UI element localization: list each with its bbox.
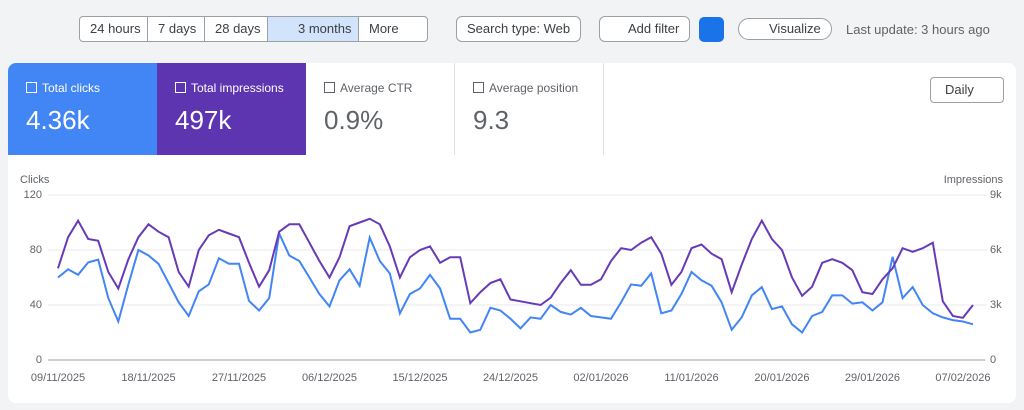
card-value: 9.3 xyxy=(473,105,510,135)
y2-axis-title: Impressions xyxy=(944,174,1004,186)
x-tick-label: 20/01/2026 xyxy=(754,372,809,384)
card-value: 4.36k xyxy=(26,105,90,135)
metric-card[interactable]: Total clicks 4.36k xyxy=(8,63,157,155)
card-value: 0.9% xyxy=(324,105,384,135)
add-filter-button[interactable]: Add filter xyxy=(599,16,691,42)
card-label: Total clicks xyxy=(42,81,101,95)
range-button[interactable]: 7 days xyxy=(147,16,208,42)
range-button[interactable]: 24 hours xyxy=(79,16,152,42)
y2-tick-label: 0 xyxy=(990,354,996,366)
y-tick-label: 40 xyxy=(30,299,42,311)
series-line xyxy=(57,217,974,319)
x-tick-label: 29/01/2026 xyxy=(845,372,900,384)
card-label: Average position xyxy=(489,81,579,95)
y2-tick-label: 3k xyxy=(990,299,1002,311)
y2-tick-label: 9k xyxy=(990,189,1002,201)
x-tick-label: 06/12/2025 xyxy=(302,372,357,384)
range-button[interactable]: 3 months xyxy=(267,16,363,42)
y-axis-title: Clicks xyxy=(20,174,50,186)
card-value: 497k xyxy=(175,105,232,135)
y2-tick-label: 6k xyxy=(990,244,1002,256)
filter-icon[interactable] xyxy=(699,17,724,42)
card-label: Total impressions xyxy=(191,81,284,95)
x-tick-label: 18/11/2025 xyxy=(121,372,175,384)
search-type-button[interactable]: Search type: Web xyxy=(456,16,582,42)
x-tick-label: 15/12/2025 xyxy=(392,372,447,384)
visualize-button[interactable]: Visualize xyxy=(738,18,832,40)
metric-card[interactable]: Average CTR 0.9% xyxy=(306,63,455,155)
granularity-select[interactable]: Daily xyxy=(930,77,1004,103)
card-label: Average CTR xyxy=(340,81,413,95)
x-tick-label: 11/01/2026 xyxy=(664,372,718,384)
x-tick-label: 02/01/2026 xyxy=(573,372,628,384)
x-tick-label: 09/11/2025 xyxy=(31,372,85,384)
metric-card[interactable]: Average position 9.3 xyxy=(455,63,604,155)
y-tick-label: 0 xyxy=(36,354,42,366)
y-tick-label: 120 xyxy=(24,189,42,201)
x-tick-label: 07/02/2026 xyxy=(935,372,990,384)
x-tick-label: 27/11/2025 xyxy=(212,372,266,384)
range-button[interactable]: 28 days xyxy=(204,16,272,42)
performance-panel: Total clicks 4.36k Total impressions 497k … xyxy=(8,63,1016,403)
more-button[interactable]: More xyxy=(358,16,428,42)
series-line xyxy=(57,230,974,334)
last-update: Last update: 3 hours ago xyxy=(846,22,990,37)
x-tick-label: 24/12/2025 xyxy=(483,372,538,384)
metric-card[interactable]: Total impressions 497k xyxy=(157,63,306,155)
y-tick-label: 80 xyxy=(30,244,42,256)
